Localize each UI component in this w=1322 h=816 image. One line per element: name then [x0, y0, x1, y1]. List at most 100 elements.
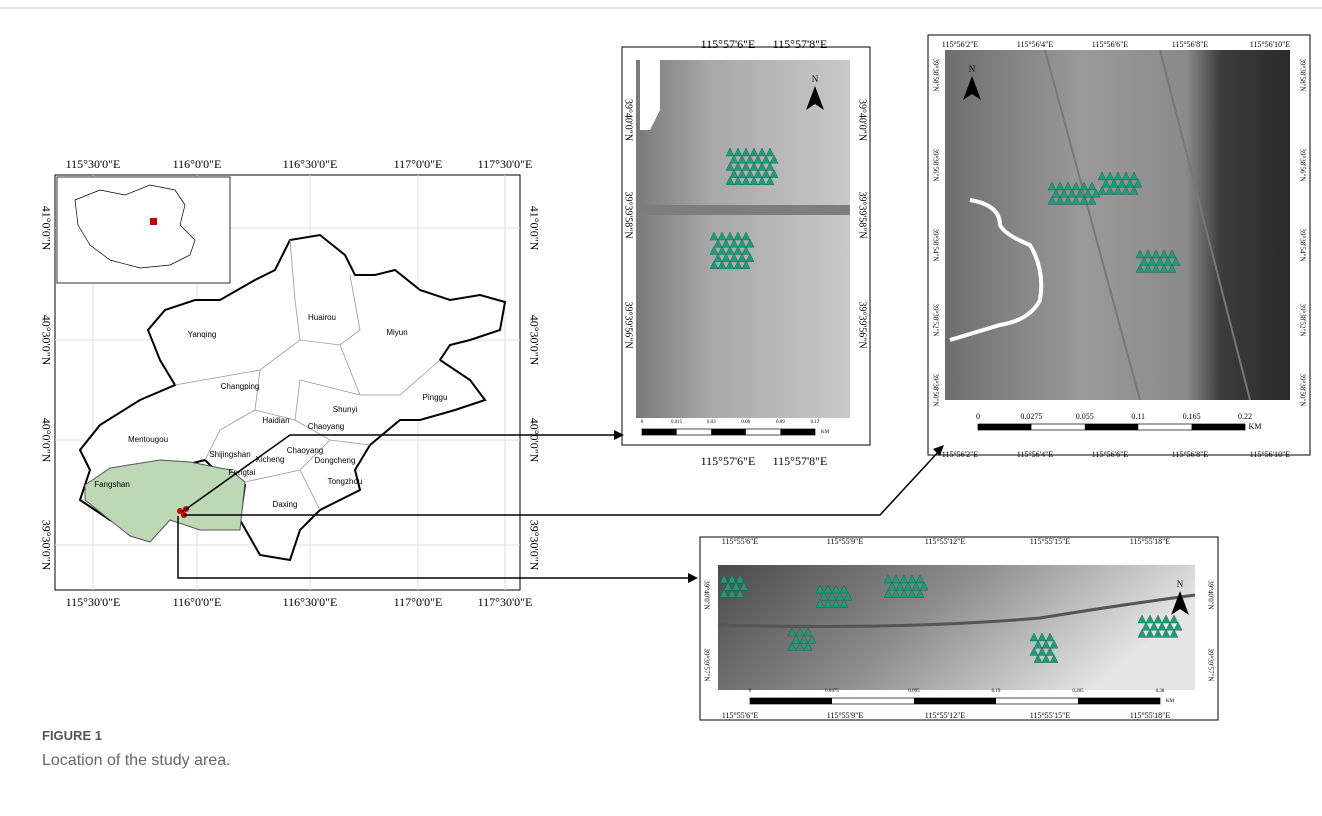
- district-label: Fengtai: [229, 468, 256, 477]
- scale-label: 0.38: [1156, 689, 1165, 694]
- x-label: 115°57'8"E: [773, 454, 828, 468]
- scale-segment: [711, 429, 746, 435]
- figure-caption: Location of the study area.: [42, 752, 231, 769]
- scale-label: 0.09: [776, 420, 785, 425]
- x-label: 116°0'0"E: [173, 595, 222, 609]
- scale-label: 0: [976, 412, 980, 421]
- district-label: Chaoyang: [308, 422, 344, 431]
- y-label: 39°38'50"N: [1298, 374, 1306, 407]
- x-label: 115°55'15"E: [1030, 711, 1071, 720]
- district-label: Huairou: [308, 313, 336, 322]
- x-label: 115°56'8"E: [1172, 450, 1209, 459]
- district-label: Tongzhou: [328, 477, 363, 486]
- scale-label: 0.0475: [825, 689, 839, 694]
- y-label: 41°0'0"N: [527, 206, 541, 251]
- y-label: 39°38'54"N: [931, 229, 939, 262]
- y-label: 39°39'57"N: [702, 649, 710, 682]
- y-label: 39°38'58"N: [931, 59, 939, 92]
- district-label: Mentougou: [128, 435, 168, 444]
- scale-label: 0.12: [811, 420, 820, 425]
- y-label: 39°30'0"N: [527, 520, 541, 571]
- x-label: 115°56'8"E: [1172, 40, 1209, 49]
- scale-segment: [1192, 424, 1245, 430]
- scale-label: 0.11: [1131, 412, 1145, 421]
- china-inset: [57, 177, 230, 283]
- inset-b-image: [945, 50, 1290, 400]
- x-label: 115°30'0"E: [66, 157, 121, 171]
- district-label: Chaoyang: [287, 446, 323, 455]
- scale-unit: KM: [821, 430, 830, 435]
- scale-label: 0.095: [908, 689, 920, 694]
- y-label: 39°40'0"N: [623, 99, 634, 141]
- y-label: 40°0'0"N: [39, 418, 53, 463]
- x-label: 115°56'2"E: [942, 40, 979, 49]
- x-label: 115°57'8"E: [773, 37, 828, 51]
- north-label: N: [969, 64, 976, 74]
- district-label: Shunyi: [333, 405, 358, 414]
- scale-label: 0.285: [1072, 689, 1084, 694]
- x-label: 115°56'6"E: [1092, 450, 1129, 459]
- x-label: 116°30'0"E: [283, 595, 338, 609]
- y-label: 39°40'0"N: [857, 99, 868, 141]
- scale-label: 0.0275: [1020, 412, 1042, 421]
- y-label: 41°0'0"N: [39, 206, 53, 251]
- x-label: 115°56'6"E: [1092, 40, 1129, 49]
- page: FIGURE 1 Location of the study area. 115…: [0, 0, 1322, 816]
- district-label: Miyun: [386, 328, 407, 337]
- x-label: 117°30'0"E: [478, 157, 533, 171]
- district-label: Changping: [221, 382, 260, 391]
- scale-label: 0.055: [1076, 412, 1094, 421]
- y-label: 39°38'52"N: [931, 304, 939, 337]
- north-label: N: [812, 74, 819, 84]
- x-label: 116°30'0"E: [283, 157, 338, 171]
- y-label: 39°40'0"N: [702, 580, 710, 609]
- y-label: 39°38'56"N: [1298, 149, 1306, 182]
- y-label: 40°30'0"N: [39, 315, 53, 366]
- y-label: 39°39'56"N: [857, 301, 868, 348]
- district-label: Xicheng: [256, 455, 285, 464]
- scale-segment: [1078, 698, 1160, 704]
- x-label: 115°56'10"E: [1250, 450, 1291, 459]
- y-label: 39°30'0"N: [39, 520, 53, 571]
- y-label: 39°38'54"N: [1298, 229, 1306, 262]
- x-label: 116°0'0"E: [173, 157, 222, 171]
- north-label: N: [1177, 579, 1184, 589]
- y-label: 39°39'57"N: [1206, 649, 1214, 682]
- x-label: 115°56'2"E: [942, 450, 979, 459]
- x-label: 115°55'12"E: [925, 537, 966, 546]
- scale-label: 0.22: [1238, 412, 1252, 421]
- x-label: 115°55'9"E: [827, 537, 864, 546]
- x-label: 115°55'18"E: [1130, 711, 1171, 720]
- x-label: 115°30'0"E: [66, 595, 121, 609]
- y-label: 39°38'52"N: [1298, 304, 1306, 337]
- scale-segment: [642, 429, 677, 435]
- figure: FIGURE 1 Location of the study area. 115…: [0, 0, 1322, 816]
- district-label: Haidian: [262, 416, 289, 425]
- x-label: 115°55'18"E: [1130, 537, 1171, 546]
- scale-segment: [1085, 424, 1138, 430]
- scale-label: 0.015: [671, 420, 683, 425]
- x-label: 115°55'6"E: [722, 537, 759, 546]
- scale-unit: KM: [1166, 699, 1175, 704]
- y-label: 39°40'0"N: [1206, 580, 1214, 609]
- y-label: 40°0'0"N: [527, 418, 541, 463]
- x-label: 115°57'6"E: [701, 454, 756, 468]
- x-label: 115°55'12"E: [925, 711, 966, 720]
- scale-segment: [780, 429, 815, 435]
- y-label: 39°38'50"N: [931, 374, 939, 407]
- x-label: 115°56'4"E: [1017, 40, 1054, 49]
- figure-label: FIGURE 1: [42, 728, 102, 743]
- x-label: 117°30'0"E: [478, 595, 533, 609]
- y-label: 40°30'0"N: [527, 315, 541, 366]
- district-label: Shijingshan: [209, 450, 250, 459]
- x-label: 115°56'10"E: [1250, 40, 1291, 49]
- scale-label: 0.06: [741, 420, 750, 425]
- x-label: 115°55'6"E: [722, 711, 759, 720]
- scale-segment: [978, 424, 1031, 430]
- district-label: Daxing: [273, 500, 298, 509]
- district-label: Pinggu: [423, 393, 448, 402]
- x-label: 115°55'9"E: [827, 711, 864, 720]
- x-label: 115°56'4"E: [1017, 450, 1054, 459]
- x-label: 115°57'6"E: [701, 37, 756, 51]
- y-label: 39°39'58"N: [623, 191, 634, 238]
